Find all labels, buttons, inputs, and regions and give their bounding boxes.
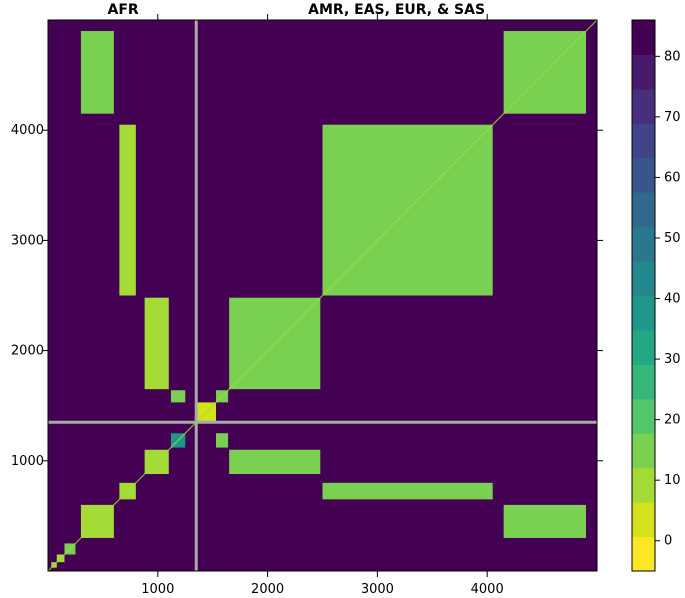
group-label-others: AMR, EAS, EUR, & SAS: [308, 2, 485, 18]
colorbar-segment: [632, 467, 655, 503]
colorbar-segment: [632, 192, 655, 228]
heatmap-block: [170, 390, 186, 403]
colorbar-segment: [632, 157, 655, 193]
colorbar-tick-label: 40: [664, 292, 681, 307]
colorbar-segment: [632, 54, 655, 90]
colorbar-tick-label: 60: [664, 170, 681, 185]
diagonal-line: [47, 19, 598, 572]
colorbar-segment: [632, 261, 655, 296]
heatmap-block: [322, 482, 493, 500]
colorbar-segment: [632, 364, 655, 400]
y-tick-label: 1000: [11, 454, 44, 469]
plot-frame: [47, 19, 598, 572]
group-label-afr: AFR: [108, 2, 139, 18]
colorbar-tick-label: 70: [664, 110, 681, 125]
colorbar-frame: [631, 19, 656, 572]
colorbar-segment: [632, 88, 655, 124]
colorbar-tick-label: 10: [664, 473, 681, 488]
y-tick-label: 4000: [11, 123, 44, 138]
colorbar-segment: [632, 433, 655, 469]
y-tick-label: 2000: [11, 344, 44, 359]
colorbar: 0 10 20 30 40 50 60 70 80: [631, 19, 681, 572]
x-tick-label: 4000: [471, 582, 504, 597]
heatmap-block: [229, 449, 321, 475]
colorbar-segment: [632, 295, 655, 331]
y-tick-label: 3000: [11, 233, 44, 248]
heatmap-block: [215, 433, 229, 448]
x-tick-label: 1000: [141, 582, 174, 597]
colorbar-segment: [632, 536, 655, 572]
heatmap-block: [144, 297, 169, 390]
colorbar-tick-label: 80: [664, 49, 681, 64]
colorbar-segment: [632, 398, 655, 434]
heatmap-cells: [47, 19, 598, 572]
heatmap-block: [119, 124, 136, 296]
colorbar-segment: [632, 20, 655, 55]
colorbar-segment: [632, 123, 655, 159]
colorbar-segment: [632, 226, 655, 262]
colorbar-tick-label: 0: [664, 534, 672, 549]
x-tick-label: 2000: [251, 582, 284, 597]
colorbar-segment: [632, 502, 655, 538]
heatmap-block: [503, 504, 587, 538]
x-tick-label: 3000: [361, 582, 394, 597]
heatmap-block: [80, 31, 114, 114]
colorbar-tick-label: 50: [664, 231, 681, 246]
colorbar-tick-label: 20: [664, 413, 681, 428]
colorbar-tick-label: 30: [664, 352, 681, 367]
axes: 1000 2000 3000 4000 1000 2000 3000 4000 AFR AMR, …: [11, 2, 603, 597]
colorbar-segment: [632, 329, 655, 365]
